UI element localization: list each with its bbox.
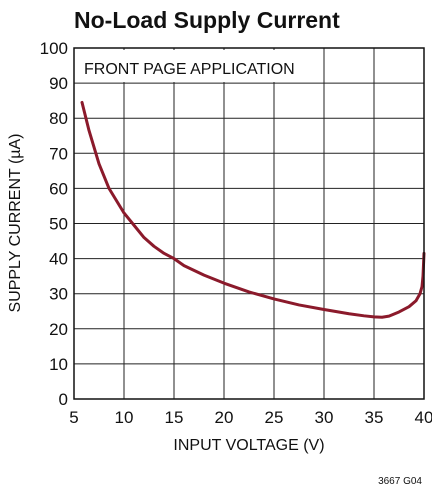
y-tick-label-100: 100 bbox=[40, 39, 68, 58]
y-tick-label-30: 30 bbox=[49, 285, 68, 304]
annotation-box-background bbox=[76, 50, 316, 82]
x-tick-label-25: 25 bbox=[265, 408, 284, 427]
x-tick-label-10: 10 bbox=[115, 408, 134, 427]
y-tick-label-70: 70 bbox=[49, 144, 68, 163]
y-tick-label-50: 50 bbox=[49, 215, 68, 234]
x-tick-label-35: 35 bbox=[365, 408, 384, 427]
y-tick-label-60: 60 bbox=[49, 179, 68, 198]
x-tick-label-15: 15 bbox=[165, 408, 184, 427]
y-tick-label-0: 0 bbox=[59, 390, 68, 409]
figure-id: 3667 G04 bbox=[378, 476, 422, 487]
y-tick-label-20: 20 bbox=[49, 320, 68, 339]
y-axis-label: SUPPLY CURRENT (µA) bbox=[7, 133, 24, 312]
x-tick-label-20: 20 bbox=[215, 408, 234, 427]
series-layer bbox=[80, 100, 426, 319]
y-tick-label-90: 90 bbox=[49, 74, 68, 93]
x-tick-label-5: 5 bbox=[69, 408, 78, 427]
x-tick-label-30: 30 bbox=[315, 408, 334, 427]
y-tick-label-40: 40 bbox=[49, 250, 68, 269]
plot-frame bbox=[73, 47, 425, 400]
series-line-0 bbox=[80, 100, 426, 319]
y-tick-label-80: 80 bbox=[49, 109, 68, 128]
grid bbox=[74, 48, 424, 399]
x-tick-labels: 5 10 15 20 25 30 35 40 bbox=[69, 408, 432, 427]
x-axis-label: INPUT VOLTAGE (V) bbox=[173, 437, 324, 454]
y-tick-labels: 0 10 20 30 40 50 60 70 80 90 100 bbox=[40, 39, 68, 409]
y-tick-label-10: 10 bbox=[49, 355, 68, 374]
annotation-text: FRONT PAGE APPLICATION bbox=[84, 61, 295, 78]
chart-title: No-Load Supply Current bbox=[74, 7, 340, 33]
x-tick-label-40: 40 bbox=[415, 408, 432, 427]
